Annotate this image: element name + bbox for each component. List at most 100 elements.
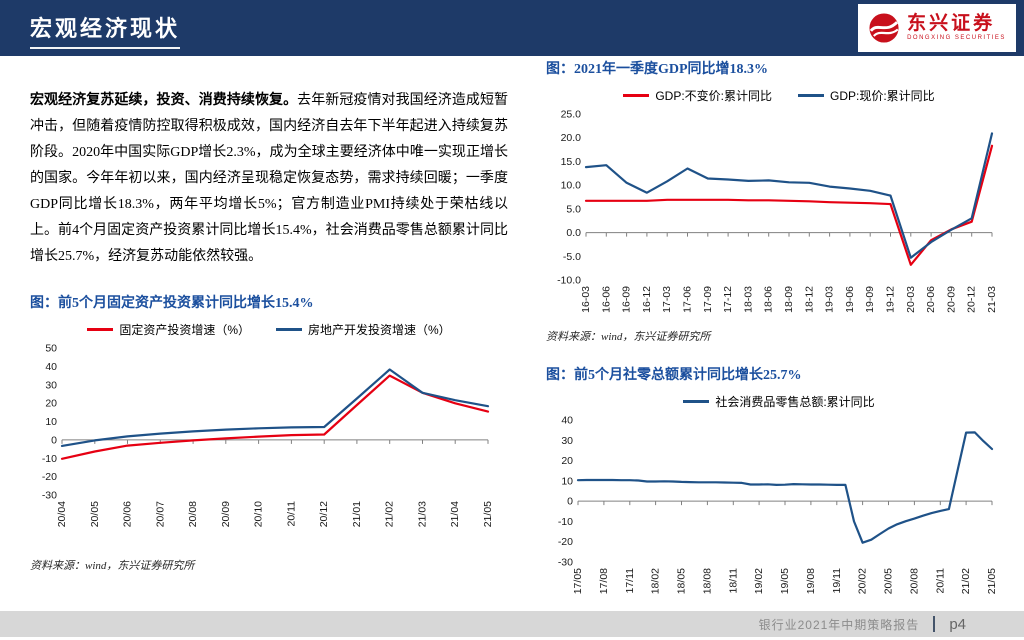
legend-item: GDP:现价:累计同比 — [798, 87, 935, 104]
svg-text:18/05: 18/05 — [676, 568, 688, 594]
chart-title: 图：前5个月社零总额累计同比增长25.7% — [546, 368, 802, 383]
chart-fixed-asset-investment: 图：前5个月固定资产投资累计同比增长15.4% 固定资产投资增速（%） 房地产开发… — [30, 292, 508, 573]
svg-text:19-03: 19-03 — [824, 286, 836, 313]
chart-legend: GDP:不变价:累计同比 GDP:现价:累计同比 — [546, 86, 1012, 104]
svg-text:19/08: 19/08 — [805, 568, 817, 594]
svg-text:17/05: 17/05 — [572, 568, 584, 594]
legend-label: GDP:现价:累计同比 — [830, 88, 935, 103]
svg-text:10: 10 — [561, 475, 573, 487]
legend-item: 固定资产投资增速（%） — [87, 321, 250, 338]
svg-text:-20: -20 — [42, 471, 57, 483]
footer-divider — [933, 616, 936, 632]
svg-text:17/11: 17/11 — [624, 568, 636, 594]
svg-text:20-09: 20-09 — [945, 286, 957, 313]
right-column: 图：2021年一季度GDP同比增18.3% GDP:不变价:累计同比 GDP:现价… — [546, 58, 1012, 630]
svg-text:19-12: 19-12 — [885, 286, 897, 313]
svg-text:18-09: 18-09 — [783, 286, 795, 313]
svg-text:20/10: 20/10 — [253, 501, 265, 527]
svg-text:21/05: 21/05 — [986, 568, 998, 594]
svg-text:20/05: 20/05 — [883, 568, 895, 594]
svg-text:16-09: 16-09 — [621, 286, 633, 313]
svg-text:17/08: 17/08 — [598, 568, 610, 594]
svg-text:0: 0 — [567, 496, 573, 508]
svg-text:19/02: 19/02 — [753, 568, 765, 594]
svg-text:21/04: 21/04 — [449, 501, 461, 527]
svg-text:20/05: 20/05 — [89, 501, 101, 527]
page-title: 宏观经济现状 — [30, 11, 181, 49]
brand-text: 东兴证券 DONGXING SECURITIES — [907, 13, 1006, 43]
left-column: 宏观经济复苏延续，投资、消费持续恢复。去年新冠疫情对我国经济造成短暂冲击，但随着… — [30, 66, 508, 573]
footer-bar: 银行业2021年中期策略报告 p4 — [0, 611, 1024, 637]
svg-text:20/07: 20/07 — [154, 501, 166, 527]
svg-text:15.0: 15.0 — [561, 156, 582, 168]
report-title: 银行业2021年中期策略报告 — [758, 617, 920, 632]
svg-text:-30: -30 — [558, 557, 573, 569]
legend-label: 房地产开发投资增速（%） — [308, 322, 451, 337]
svg-text:19-09: 19-09 — [864, 286, 876, 313]
brand-name-en: DONGXING SECURITIES — [907, 35, 1006, 41]
legend-label: 社会消费品零售总额:累计同比 — [715, 394, 875, 409]
legend-label: 固定资产投资增速（%） — [119, 322, 250, 337]
svg-text:-10.0: -10.0 — [557, 275, 581, 287]
svg-text:0.0: 0.0 — [566, 227, 581, 239]
svg-text:20-03: 20-03 — [905, 286, 917, 313]
chart-legend: 固定资产投资增速（%） 房地产开发投资增速（%） — [30, 320, 508, 338]
svg-text:20/08: 20/08 — [908, 568, 920, 594]
svg-text:-5.0: -5.0 — [563, 251, 581, 263]
header-bar: 宏观经济现状 东兴证券 DONGXING SECURITIES — [0, 0, 1024, 56]
legend-line-swatch — [798, 93, 824, 97]
legend-line-swatch — [623, 93, 650, 97]
svg-text:18/02: 18/02 — [650, 568, 662, 594]
svg-text:50: 50 — [45, 343, 57, 355]
svg-text:17-09: 17-09 — [702, 286, 714, 313]
svg-text:16-06: 16-06 — [600, 286, 612, 313]
svg-text:21/02: 21/02 — [384, 501, 396, 527]
brand-logo: 东兴证券 DONGXING SECURITIES — [858, 4, 1016, 52]
svg-text:21-03: 21-03 — [986, 286, 998, 313]
svg-text:30: 30 — [45, 379, 57, 391]
svg-text:25.0: 25.0 — [561, 109, 582, 121]
line-chart: 25.0 20.0 15.0 10.0 5.0 0.0 -5.0 -10.016-03 16-0… — [557, 109, 998, 313]
svg-text:40: 40 — [561, 415, 573, 427]
dongxing-logo-icon — [869, 13, 899, 43]
svg-text:-10: -10 — [558, 516, 573, 528]
chart-title: 图：前5个月固定资产投资累计同比增长15.4% — [30, 296, 314, 311]
svg-text:18/11: 18/11 — [727, 568, 739, 594]
legend-item: GDP:不变价:累计同比 — [623, 87, 772, 104]
chart-retail-sales: 图：前5个月社零总额累计同比增长25.7% 社会消费品零售总额:累计同比 40 3… — [546, 364, 1012, 630]
svg-text:10.0: 10.0 — [561, 180, 582, 192]
svg-text:20/09: 20/09 — [220, 501, 232, 527]
svg-text:21/03: 21/03 — [417, 501, 429, 527]
legend-line-swatch — [87, 327, 114, 331]
svg-text:20/11: 20/11 — [285, 501, 297, 527]
svg-text:17-06: 17-06 — [682, 286, 694, 313]
svg-text:20/11: 20/11 — [934, 568, 946, 594]
svg-text:-30: -30 — [42, 490, 57, 502]
svg-text:20: 20 — [45, 398, 57, 410]
svg-text:19/05: 19/05 — [779, 568, 791, 594]
svg-text:-20: -20 — [558, 536, 573, 548]
svg-text:20-12: 20-12 — [966, 286, 978, 313]
svg-text:18/08: 18/08 — [701, 568, 713, 594]
svg-text:17-03: 17-03 — [661, 286, 673, 313]
lead-sentence: 宏观经济复苏延续，投资、消费持续恢复。 — [30, 93, 298, 108]
svg-text:20: 20 — [561, 455, 573, 467]
chart-legend: 社会消费品零售总额:累计同比 — [546, 392, 1012, 410]
svg-text:20/08: 20/08 — [187, 501, 199, 527]
svg-text:0: 0 — [51, 434, 57, 446]
legend-label: GDP:不变价:累计同比 — [655, 88, 772, 103]
svg-text:20/06: 20/06 — [122, 501, 134, 527]
svg-text:30: 30 — [561, 435, 573, 447]
svg-text:40: 40 — [45, 361, 57, 373]
legend-item: 房地产开发投资增速（%） — [276, 321, 451, 338]
source-note: 资料来源：wind，东兴证券研究所 — [30, 560, 195, 572]
svg-text:20/02: 20/02 — [857, 568, 869, 594]
svg-text:5.0: 5.0 — [566, 203, 581, 215]
paragraph-body: 去年新冠疫情对我国经济造成短暂冲击，但随着疫情防控取得积极成效，国内经济自去年下… — [30, 93, 509, 264]
svg-text:16-12: 16-12 — [641, 286, 653, 313]
macro-summary-paragraph: 宏观经济复苏延续，投资、消费持续恢复。去年新冠疫情对我国经济造成短暂冲击，但随着… — [30, 88, 508, 270]
page-number: p4 — [949, 615, 966, 633]
